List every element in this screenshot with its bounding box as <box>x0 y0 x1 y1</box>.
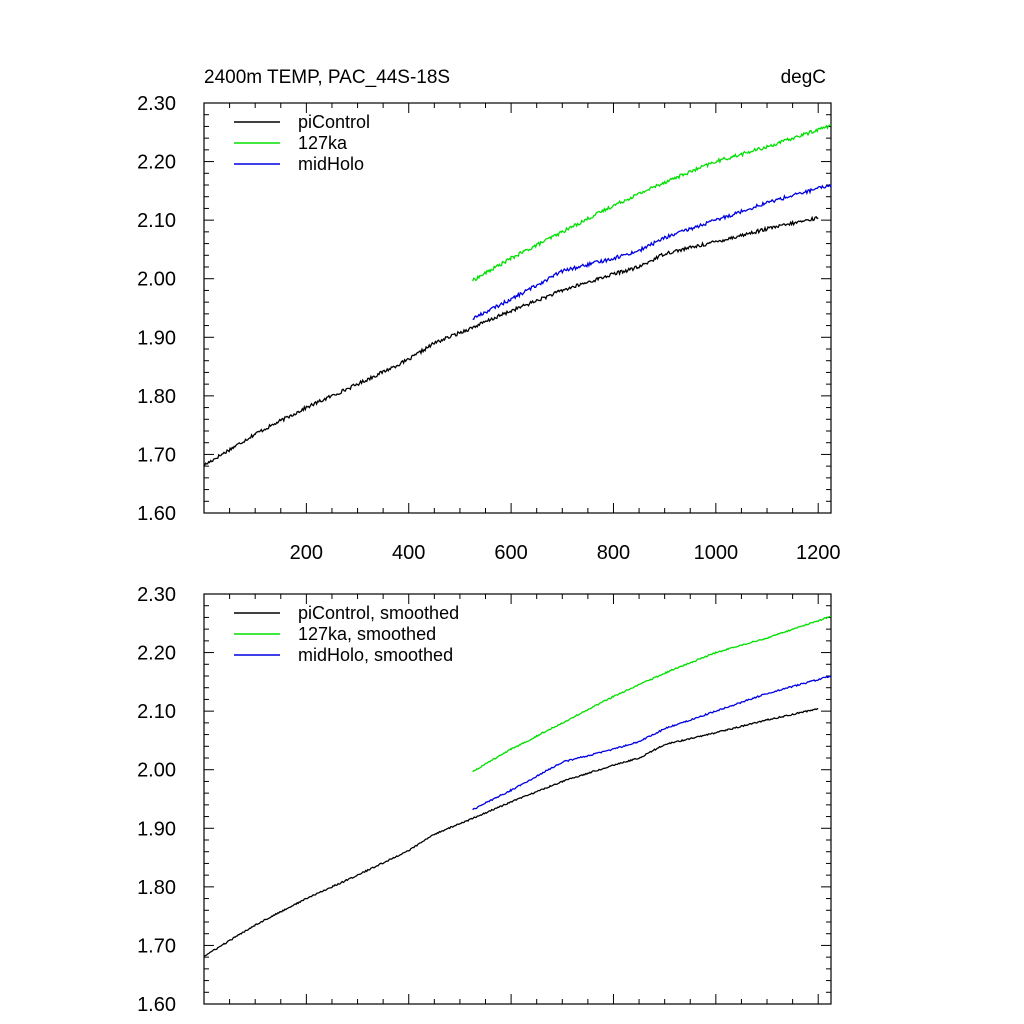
y-tick-label: 1.90 <box>137 327 176 349</box>
y-tick-label: 2.00 <box>137 760 176 782</box>
chart-title-right: degC <box>781 67 826 88</box>
legend-label-midHolo: midHolo, smoothed <box>298 645 453 665</box>
legend-label-piControl: piControl <box>298 112 370 132</box>
legend-label-127ka: 127ka, smoothed <box>298 624 436 644</box>
series-line-midHolo <box>472 183 832 320</box>
x-tick-label: 600 <box>494 542 527 564</box>
series-line-midHolo <box>472 675 832 811</box>
y-tick-label: 1.80 <box>137 386 176 408</box>
series-line-127ka <box>472 615 832 773</box>
legend-label-piControl: piControl, smoothed <box>298 603 459 623</box>
y-tick-label: 2.20 <box>137 643 176 665</box>
panel-bottom: 1.60 1.70 1.80 1.90 2.00 2.10 2.20 2.30 piContro… <box>137 584 832 1016</box>
y-tick-label: 1.80 <box>137 877 176 899</box>
y-tick-label: 2.30 <box>137 93 176 115</box>
legend-label-midHolo: midHolo <box>298 154 364 174</box>
y-tick-label: 2.20 <box>137 152 176 174</box>
chart-title-left: 2400m TEMP, PAC_44S-18S <box>204 67 450 88</box>
panel-top: 1.60 1.70 1.80 1.90 2.00 2.10 2.20 2.30 200 400 60… <box>137 67 840 564</box>
plot-frame <box>203 102 832 514</box>
x-tick-label: 800 <box>597 542 630 564</box>
y-tick-label: 1.60 <box>137 503 176 525</box>
y-tick-label: 1.60 <box>137 994 176 1016</box>
plot-frame <box>203 593 832 1005</box>
x-tick-label: 400 <box>392 542 425 564</box>
x-tick-label: 1200 <box>796 542 841 564</box>
legend-label-127ka: 127ka <box>298 133 348 153</box>
series-line-127ka <box>472 124 832 282</box>
y-tick-label: 2.10 <box>137 210 176 232</box>
x-tick-label: 1000 <box>694 542 739 564</box>
y-tick-label: 2.30 <box>137 584 176 606</box>
y-tick-label: 1.90 <box>137 818 176 840</box>
y-tick-label: 2.00 <box>137 269 176 291</box>
series-line-piControl <box>203 215 819 467</box>
y-tick-label: 2.10 <box>137 701 176 723</box>
series-line-piControl <box>204 708 819 957</box>
x-tick-label: 200 <box>290 542 323 564</box>
y-tick-label: 1.70 <box>137 935 176 957</box>
y-tick-label: 1.70 <box>137 444 176 466</box>
